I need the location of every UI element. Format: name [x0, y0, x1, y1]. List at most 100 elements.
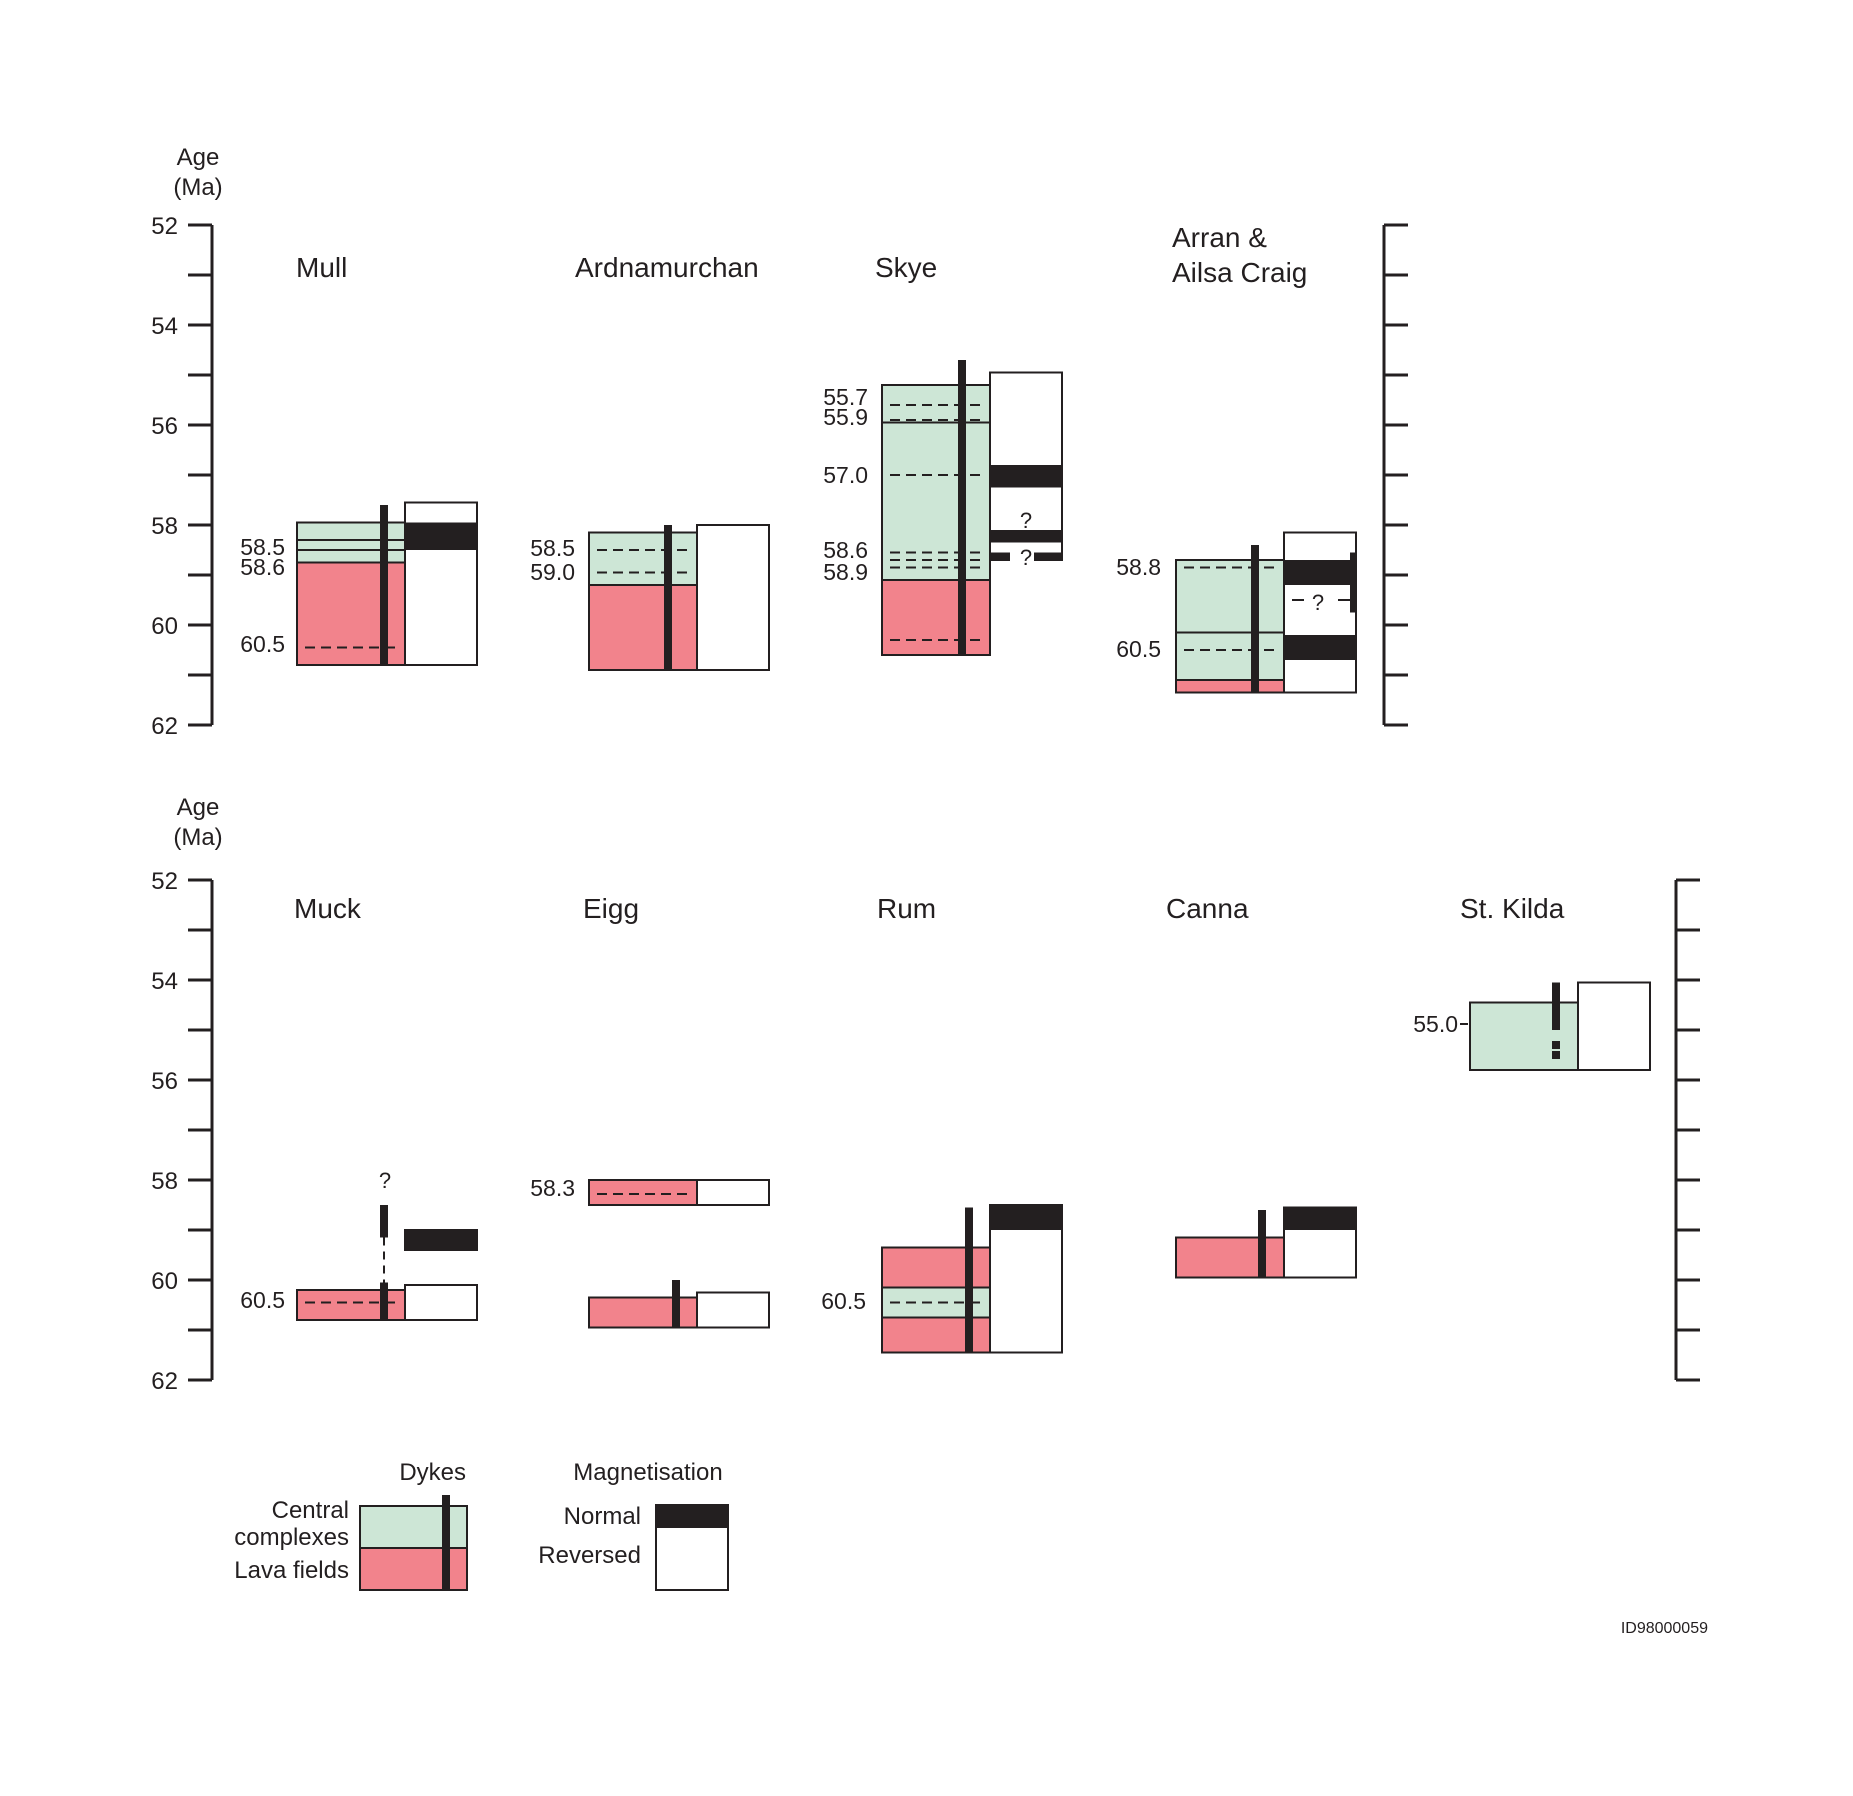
column-title-mull: Mull: [296, 252, 347, 283]
figure-id: ID98000059: [1621, 1620, 1708, 1637]
age-label: 58.5: [240, 534, 285, 560]
legend: Dykes Central complexes Lava fields Magn…: [234, 1459, 729, 1591]
column-top-0: [296, 501, 478, 666]
question-mark: ?: [379, 1168, 391, 1193]
bottom-right-axis-ticks: [1674, 878, 1700, 1382]
column-bottom-2: [881, 1204, 1063, 1354]
axis-tick-label: 52: [151, 213, 178, 240]
axis-tick-label: 58: [151, 1168, 178, 1195]
bottom-age-axis: Age (Ma) 52 54 56 58 60 62: [151, 794, 222, 1395]
normal-polarity-band: [1284, 1207, 1356, 1230]
lava-field-block: [588, 1296, 698, 1329]
column-top-2: [881, 360, 1063, 656]
axis-tick-label: 56: [151, 413, 178, 440]
age-label: 59.0: [530, 559, 575, 585]
lava-field-block: [881, 1316, 991, 1354]
legend-dyke-bar: [442, 1495, 450, 1590]
magnetisation-column: [696, 1291, 770, 1329]
column-bottom-3: [1175, 1206, 1357, 1279]
question-mark: ?: [1312, 590, 1324, 615]
dyke-bar: [1251, 545, 1259, 693]
column-title-rum: Rum: [877, 893, 936, 924]
normal-polarity-band: [990, 530, 1062, 543]
column-top-1: [588, 524, 770, 671]
legend-dykes-title: Dykes: [399, 1459, 466, 1486]
axis-tick-label: 60: [151, 1268, 178, 1295]
column-title-arran-line2: Ailsa Craig: [1172, 257, 1307, 288]
dyke-bar: [380, 1205, 388, 1238]
column-bottom-4: [1469, 981, 1651, 1071]
top-right-axis-ticks: [1382, 223, 1408, 727]
lava-field-block: [588, 1179, 698, 1206]
age-label: 55.0: [1413, 1011, 1458, 1037]
lava-field-block: [1175, 679, 1285, 694]
age-label: 58.5: [530, 535, 575, 561]
top-left-axis-ticks: 52 54 56 58 60 62: [151, 213, 214, 740]
normal-polarity-band: [990, 465, 1062, 488]
normal-polarity-band: [405, 522, 477, 550]
dyke-bar: [380, 1282, 388, 1320]
age-label: 58.6: [823, 537, 868, 563]
central-complex-block: [296, 521, 406, 564]
central-complex-block: [1469, 1001, 1579, 1071]
normal-polarity-band: [990, 1205, 1062, 1230]
axis-tick-label: 62: [151, 1368, 178, 1395]
axis-tick-label: 60: [151, 613, 178, 640]
top-age-axis: Age (Ma) 52 54 56 58 60 62: [151, 144, 222, 740]
lava-field-block: [296, 561, 406, 666]
age-label: 60.5: [821, 1288, 866, 1314]
legend-central-line1: Central: [272, 1497, 349, 1524]
axis-tick-label: 54: [151, 313, 178, 340]
age-label: 55.9: [823, 404, 868, 430]
magnetisation-column: [1283, 531, 1357, 694]
dyke-bar: [1552, 982, 1560, 1030]
uncertain-zone: [991, 487, 1061, 530]
age-label: 60.5: [240, 631, 285, 657]
column-top-3: [1175, 531, 1357, 694]
legend-lava-label: Lava fields: [234, 1557, 349, 1584]
column-title-skye: Skye: [875, 252, 937, 283]
column-title-eigg: Eigg: [583, 893, 639, 924]
question-marks: ? ? ? ?: [379, 508, 1324, 1193]
age-label: 60.5: [1116, 636, 1161, 662]
dyke-dot: [1552, 1041, 1560, 1049]
axis-label-ma: (Ma): [173, 824, 222, 851]
magnetisation-column: [696, 1179, 770, 1206]
legend-normal-label: Normal: [564, 1503, 641, 1530]
dyke-bar: [965, 1207, 973, 1353]
column-title-canna: Canna: [1166, 893, 1249, 924]
central-complex-block: [588, 531, 698, 586]
dyke-bar: [1258, 1210, 1266, 1278]
axis-tick-label: 54: [151, 968, 178, 995]
column-title-muck: Muck: [294, 893, 362, 924]
legend-reversed-label: Reversed: [538, 1542, 641, 1569]
normal-polarity-band: [1284, 635, 1356, 660]
central-complex-block: [1175, 559, 1285, 681]
question-gap: [1010, 551, 1034, 561]
dyke-bar: [664, 525, 672, 670]
column-bottom-1: [588, 1179, 770, 1329]
column-title-ardnamurchan: Ardnamurchan: [575, 252, 759, 283]
lava-field-block: [1175, 1236, 1285, 1279]
column-title-st-kilda: St. Kilda: [1460, 893, 1565, 924]
axis-tick-label: 52: [151, 868, 178, 895]
magnetisation-column: [1577, 981, 1651, 1071]
question-gap: [1306, 588, 1336, 610]
lava-field-block: [881, 579, 991, 656]
age-label: 57.0: [823, 462, 868, 488]
legend-lava-swatch: [359, 1547, 468, 1591]
axis-label-ma: (Ma): [173, 174, 222, 201]
magnetisation-column: [696, 524, 770, 671]
axis-label-age: Age: [177, 794, 220, 821]
axis-tick-label: 62: [151, 713, 178, 740]
column-title-arran-line1: Arran &: [1172, 222, 1267, 253]
dyke-dot: [1552, 1051, 1560, 1059]
age-labels: 58.5 58.6 60.5 58.5 59.0 55.7 55.9 57.0 …: [240, 384, 1468, 1314]
bottom-left-axis-ticks: 52 54 56 58 60 62: [151, 868, 214, 1395]
age-label: 58.6: [240, 554, 285, 580]
lava-field-block: [588, 584, 698, 671]
column-bottom-0: [296, 1205, 478, 1321]
legend-central-swatch: [359, 1505, 468, 1549]
question-mark: ?: [1020, 508, 1032, 533]
